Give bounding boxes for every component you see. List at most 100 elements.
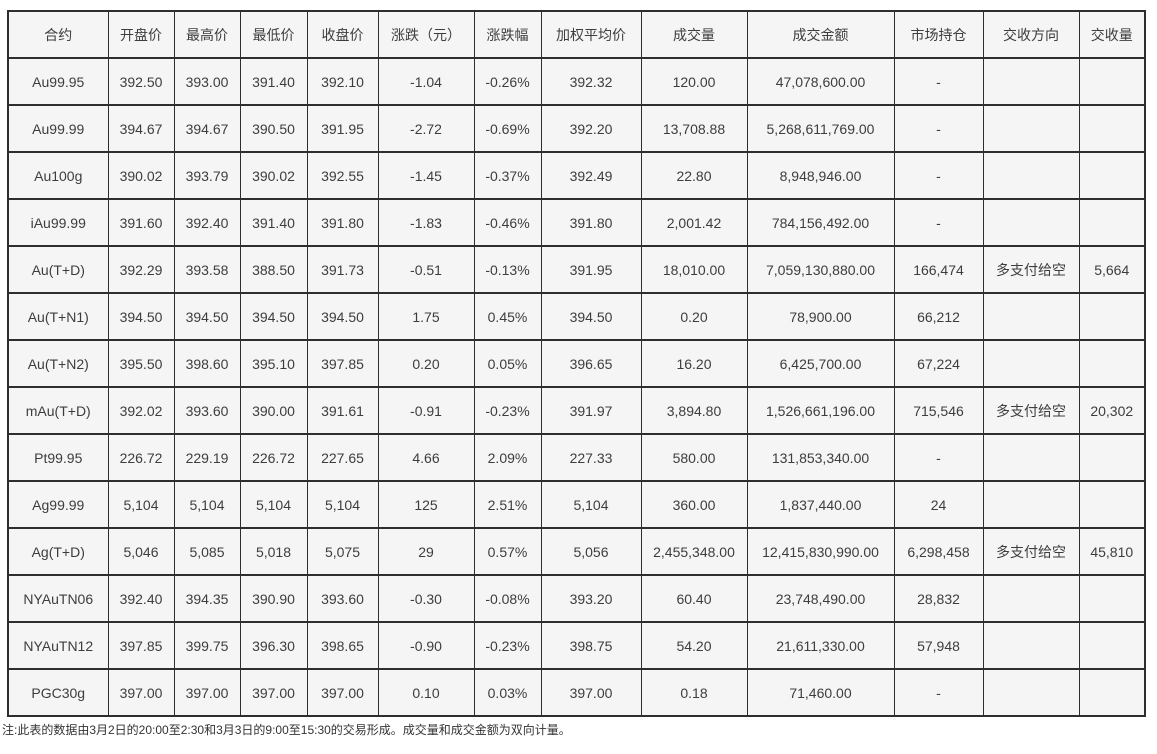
value-cell: 390.90	[239, 574, 308, 623]
value-cell: 397.00	[239, 668, 308, 717]
value-cell: 18,010.00	[640, 245, 748, 294]
value-cell: 0.10	[377, 668, 475, 717]
value-cell: -	[893, 433, 984, 482]
value-cell: -0.69%	[473, 104, 542, 153]
value-cell: -0.90	[377, 621, 475, 670]
value-cell: 227.65	[306, 433, 379, 482]
value-cell: 392.02	[107, 386, 175, 435]
value-cell: 390.50	[239, 104, 308, 153]
table-row: Ag(T+D) 5,046 5,085 5,018 5,075 29 0.57% 5,056 2…	[7, 527, 1146, 576]
value-cell: 388.50	[239, 245, 308, 294]
value-cell: 391.95	[306, 104, 379, 153]
contract-cell: PGC30g	[7, 668, 109, 717]
value-cell: 397.85	[306, 339, 379, 388]
value-cell: 393.58	[173, 245, 241, 294]
value-cell: 3,894.80	[640, 386, 748, 435]
value-cell: 227.33	[540, 433, 642, 482]
value-cell: -1.45	[377, 151, 475, 200]
column-header-open: 开盘价	[107, 10, 175, 59]
value-cell: 392.40	[173, 198, 241, 247]
contract-cell: Au99.99	[7, 104, 109, 153]
value-cell: 1,526,661,196.00	[746, 386, 895, 435]
value-cell: 392.20	[540, 104, 642, 153]
contract-cell: iAu99.99	[7, 198, 109, 247]
value-cell: 392.50	[107, 57, 175, 106]
value-cell: 392.49	[540, 151, 642, 200]
value-cell	[1078, 104, 1146, 153]
value-cell: -0.30	[377, 574, 475, 623]
value-cell: 24	[893, 480, 984, 529]
value-cell: 397.85	[107, 621, 175, 670]
contract-cell: Au(T+N2)	[7, 339, 109, 388]
value-cell	[982, 198, 1080, 247]
value-cell: 393.00	[173, 57, 241, 106]
contract-cell: Au(T+N1)	[7, 292, 109, 341]
contract-cell: Ag(T+D)	[7, 527, 109, 576]
value-cell	[982, 480, 1080, 529]
value-cell: 391.80	[540, 198, 642, 247]
value-cell: 391.80	[306, 198, 379, 247]
value-cell: -1.04	[377, 57, 475, 106]
value-cell	[982, 339, 1080, 388]
table-row: Au(T+D) 392.29 393.58 388.50 391.73 -0.51 -0.1…	[7, 245, 1146, 294]
value-cell: 392.10	[306, 57, 379, 106]
column-header-close: 收盘价	[306, 10, 379, 59]
value-cell: 394.50	[540, 292, 642, 341]
value-cell: 7,059,130,880.00	[746, 245, 895, 294]
value-cell: -	[893, 104, 984, 153]
value-cell	[1078, 198, 1146, 247]
value-cell: -1.83	[377, 198, 475, 247]
table-header: 合约 开盘价 最高价 最低价 收盘价 涨跌（元） 涨跌幅 加权平均价 成交量 成…	[7, 10, 1146, 59]
value-cell: 1,837,440.00	[746, 480, 895, 529]
value-cell: 5,104	[107, 480, 175, 529]
value-cell	[1078, 292, 1146, 341]
value-cell	[1078, 574, 1146, 623]
value-cell: 399.75	[173, 621, 241, 670]
value-cell: 2,455,348.00	[640, 527, 748, 576]
value-cell: 0.20	[377, 339, 475, 388]
value-cell: 391.40	[239, 57, 308, 106]
value-cell: 393.79	[173, 151, 241, 200]
value-cell: -0.08%	[473, 574, 542, 623]
value-cell: 229.19	[173, 433, 241, 482]
table-row: PGC30g 397.00 397.00 397.00 397.00 0.10 0.03% 3…	[7, 668, 1146, 717]
value-cell: 0.20	[640, 292, 748, 341]
value-cell: -	[893, 198, 984, 247]
footnote: 注:此表的数据由3月2日的20:00至2:30和3月3日的9:00至15:30的…	[2, 723, 571, 737]
value-cell: -0.51	[377, 245, 475, 294]
value-cell: 71,460.00	[746, 668, 895, 717]
value-cell: 5,104	[540, 480, 642, 529]
value-cell: 0.57%	[473, 527, 542, 576]
value-cell: -0.13%	[473, 245, 542, 294]
value-cell: 5,085	[173, 527, 241, 576]
value-cell: 394.50	[107, 292, 175, 341]
value-cell: 20,302	[1078, 386, 1146, 435]
value-cell	[1078, 339, 1146, 388]
value-cell: 5,056	[540, 527, 642, 576]
value-cell: 360.00	[640, 480, 748, 529]
value-cell: -	[893, 668, 984, 717]
value-cell: 5,104	[239, 480, 308, 529]
table-row: Ag99.99 5,104 5,104 5,104 5,104 125 2.51% 5,104…	[7, 480, 1146, 529]
value-cell: 391.61	[306, 386, 379, 435]
value-cell: 8,948,946.00	[746, 151, 895, 200]
table-row: Au99.95 392.50 393.00 391.40 392.10 -1.04 -0.2…	[7, 57, 1146, 106]
value-cell	[1078, 57, 1146, 106]
value-cell: 394.50	[173, 292, 241, 341]
value-cell: 45,810	[1078, 527, 1146, 576]
value-cell: 1.75	[377, 292, 475, 341]
column-header-open-interest: 市场持仓	[893, 10, 984, 59]
value-cell: 5,104	[306, 480, 379, 529]
column-header-weighted-avg: 加权平均价	[540, 10, 642, 59]
value-cell: 多支付给空	[982, 527, 1080, 576]
value-cell: 391.60	[107, 198, 175, 247]
value-cell: -0.46%	[473, 198, 542, 247]
column-header-volume: 成交量	[640, 10, 748, 59]
column-header-delivery-volume: 交收量	[1078, 10, 1146, 59]
value-cell: 784,156,492.00	[746, 198, 895, 247]
value-cell: 66,212	[893, 292, 984, 341]
value-cell: 397.00	[173, 668, 241, 717]
contract-cell: Au100g	[7, 151, 109, 200]
value-cell: -0.37%	[473, 151, 542, 200]
value-cell: -0.26%	[473, 57, 542, 106]
